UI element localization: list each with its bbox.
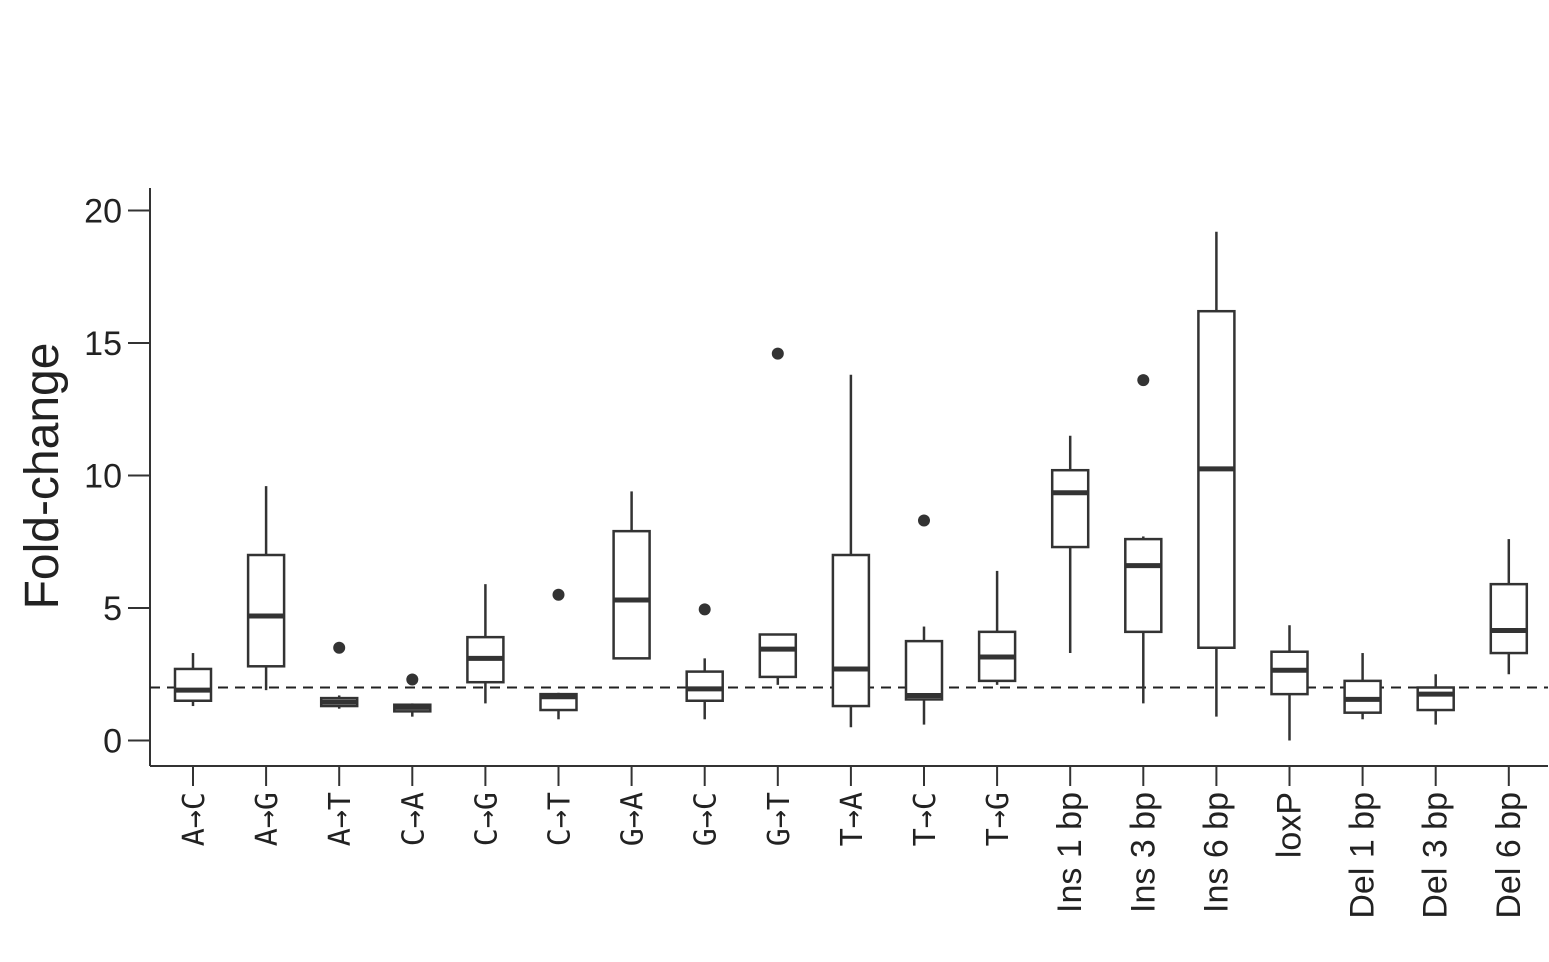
- box: [1270, 650, 1309, 696]
- outlier-point: [406, 673, 419, 686]
- x-tick-label: Ins 3 bp: [1124, 792, 1162, 913]
- boxes: [173, 231, 1529, 741]
- y-axis-label: Fold-change: [16, 343, 69, 610]
- box: [1197, 309, 1236, 649]
- x-tick-label: loxP: [1271, 792, 1309, 858]
- x-tick-label: Ins 6 bp: [1197, 792, 1235, 913]
- box-group: [393, 673, 432, 717]
- y-tick-label: 10: [84, 458, 122, 496]
- box-group: [1416, 674, 1455, 725]
- box-group: [1124, 374, 1163, 704]
- y-tick-label: 20: [84, 193, 122, 231]
- outlier-point: [918, 514, 930, 527]
- box-group: [758, 347, 798, 685]
- x-tick-label: A→G: [250, 792, 285, 846]
- x-tick-label: Del 6 bp: [1490, 792, 1528, 919]
- y-tick-label: 5: [103, 590, 122, 628]
- x-tick-label: T→C: [908, 792, 943, 846]
- x-tick-label: Ins 1 bp: [1051, 792, 1089, 913]
- outlier-point: [698, 603, 711, 616]
- x-tick-label: G→A: [616, 792, 651, 846]
- box: [1343, 679, 1382, 714]
- x-tick-label: Del 3 bp: [1417, 792, 1455, 919]
- x-tick-label: G→T: [762, 792, 797, 846]
- box-group: [977, 570, 1017, 685]
- x-tick-label: C→T: [543, 792, 578, 846]
- x-tick-label: A→C: [177, 792, 212, 846]
- box: [173, 667, 213, 703]
- outlier-point: [333, 641, 346, 654]
- x-tick-label: C→G: [469, 792, 504, 846]
- box-group: [1270, 625, 1309, 741]
- x-tick-label: Del 1 bp: [1344, 792, 1382, 919]
- axes: [149, 188, 1548, 767]
- box-group: [831, 374, 871, 728]
- box: [1489, 582, 1529, 655]
- box-group: [539, 588, 578, 720]
- box-group: [1050, 435, 1090, 654]
- box: [831, 553, 871, 708]
- x-tick-label: T→G: [981, 792, 1016, 846]
- y-tick-label: 15: [84, 325, 122, 363]
- outlier-point: [552, 588, 565, 601]
- x-tick-label: C→A: [396, 792, 431, 846]
- box: [1416, 686, 1455, 712]
- box-group: [1343, 653, 1382, 720]
- box-group: [1489, 539, 1529, 675]
- box: [246, 553, 286, 668]
- box-group: [466, 584, 505, 704]
- box-group: [1197, 231, 1236, 717]
- box: [1124, 537, 1163, 634]
- box: [1050, 468, 1090, 549]
- x-ticks: A→C A→G A→T C→A C→G C→T G→A G→C G→T T→A T→C T→G Ins …: [177, 766, 1528, 919]
- x-tick-label: T→A: [835, 792, 870, 846]
- box-group: [685, 603, 724, 720]
- x-tick-label: A→T: [323, 792, 358, 846]
- y-ticks: 0 5 10 15 20: [84, 193, 150, 761]
- outlier-point: [1137, 374, 1150, 387]
- box-group: [246, 486, 286, 691]
- y-tick-label: 0: [103, 723, 122, 761]
- box: [685, 670, 724, 702]
- outlier-point: [771, 347, 784, 360]
- box: [612, 529, 651, 660]
- box-group: [612, 491, 651, 660]
- box-group: [904, 514, 944, 725]
- box-group: [319, 641, 359, 709]
- x-tick-label: G→C: [689, 792, 724, 846]
- box: [904, 639, 944, 701]
- box-group: [173, 653, 213, 707]
- box: [758, 633, 798, 679]
